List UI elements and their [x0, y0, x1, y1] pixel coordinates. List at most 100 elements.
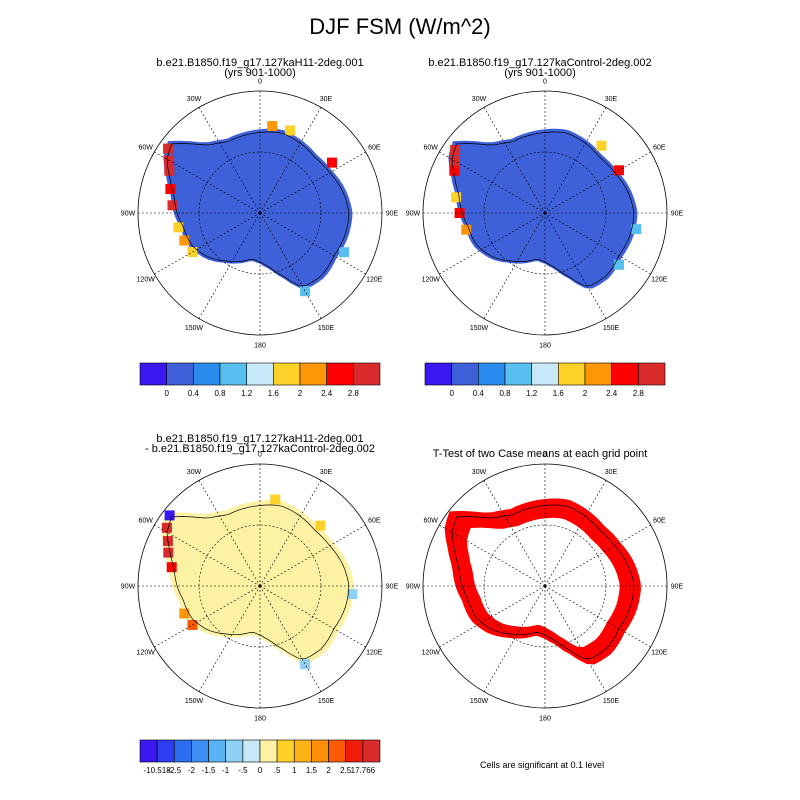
panel-1-title-line2: (yrs 901-1000): [224, 67, 296, 79]
longitude-label: 120W: [422, 277, 441, 284]
meridian-line: [259, 107, 322, 214]
colorbar-tick-label: -10.518: [144, 766, 172, 775]
grid-cell: [173, 222, 184, 233]
main-title: DJF FSM (W/m^2): [309, 14, 491, 39]
longitude-label: 180: [254, 716, 266, 723]
longitude-label: 60E: [368, 518, 381, 525]
colorbar-swatch: [219, 362, 248, 386]
colorbar-swatch: [276, 739, 295, 763]
colorbar-tick-label: -1: [222, 766, 230, 775]
colorbar-swatch: [299, 362, 328, 386]
colorbar-swatch: [225, 739, 244, 763]
colorbar-swatch: [558, 362, 586, 386]
grid-cell: [461, 224, 472, 235]
grid-cell: [179, 608, 190, 619]
grid-cell: [614, 259, 624, 270]
longitude-label: 0: [258, 79, 262, 86]
longitude-label: 30W: [472, 96, 487, 103]
longitude-label: 150E: [603, 325, 620, 332]
meridian-line: [198, 480, 261, 587]
longitude-label: 60E: [653, 145, 666, 152]
longitude-label: 180: [254, 343, 266, 350]
colorbar-swatch: [242, 739, 261, 763]
colorbar-swatch: [531, 362, 559, 386]
longitude-label: 120W: [422, 650, 441, 657]
longitude-label: 90E: [671, 584, 684, 591]
meridian-line: [544, 480, 607, 587]
colorbar-swatch: [156, 739, 175, 763]
longitude-label: 0: [543, 79, 547, 86]
longitude-label: 90W: [406, 211, 421, 218]
meridian-line: [259, 212, 366, 275]
longitude-label: 90W: [121, 584, 136, 591]
colorbar-swatch: [139, 362, 168, 386]
meridian-line: [483, 212, 546, 319]
colorbar-panel-2: 0 0.4 0.8 1.2 1.6 2 2.4 2.8: [424, 362, 666, 398]
colorbar-tick-label: 2.8: [348, 389, 360, 398]
polar-map-panel-1: 0 30E 60E 90E 120E 150E 180 150W 120W 90W 60W 30W: [121, 79, 399, 350]
meridian-line: [259, 524, 366, 587]
grid-cell: [596, 140, 607, 151]
colorbar-tick-label: -.5: [238, 766, 248, 775]
colorbar-tick-label: 0: [164, 389, 169, 398]
grid-cell: [267, 121, 278, 131]
panel-1-title-line1: b.e21.B1850.f19_g17.127kaH11-2deg.001: [156, 57, 364, 69]
longitude-label: 30E: [605, 96, 618, 103]
colorbar-swatch: [139, 739, 158, 763]
colorbar-tick-label: 0: [449, 389, 454, 398]
meridian-line: [198, 585, 261, 692]
ice-sheet-shading: [448, 128, 638, 289]
colorbar-tick-label: 2: [583, 389, 588, 398]
grid-cell: [450, 145, 461, 155]
longitude-label: 30W: [472, 469, 487, 476]
colorbar-tick-label: 2: [298, 389, 303, 398]
polar-map-panel-2: 0 30E 60E 90E 120E 150E 180 150W 120W 90W 60W 30W: [406, 79, 684, 350]
longitude-label: 30W: [187, 469, 202, 476]
colorbar-tick-label: 1.2: [241, 389, 253, 398]
colorbar-swatch: [424, 362, 453, 386]
grid-cell: [166, 562, 177, 573]
meridian-line: [439, 151, 546, 214]
longitude-label: 120E: [651, 277, 668, 284]
longitude-label: 90W: [406, 584, 421, 591]
colorbar-tick-label: 2.4: [321, 389, 333, 398]
longitude-label: 120E: [651, 650, 668, 657]
meridian-line: [259, 212, 322, 319]
longitude-label: 30E: [605, 469, 618, 476]
colorbar-swatch: [246, 362, 274, 386]
colorbar-swatch: [477, 362, 506, 386]
longitude-label: 90E: [671, 211, 684, 218]
longitude-label: 0: [543, 452, 547, 459]
colorbar-swatch: [326, 362, 354, 386]
panel-4-title: T-Test of two Case means at each grid po…: [432, 448, 648, 460]
meridian-line: [154, 151, 261, 214]
grid-cell: [347, 589, 358, 600]
longitude-label: 150E: [603, 698, 620, 705]
longitude-label: 60W: [423, 145, 438, 152]
colorbar-tick-label: -2: [188, 766, 196, 775]
grid-cell: [339, 247, 349, 258]
grid-cell: [167, 200, 178, 211]
grid-cell: [300, 286, 311, 297]
meridian-line: [483, 107, 546, 214]
grid-cell: [164, 165, 175, 176]
panel-3-title-line1: b.e21.B1850.f19_g17.127kaH11-2deg.001: [156, 433, 364, 445]
grid-cell: [163, 547, 174, 558]
meridian-line: [439, 585, 546, 648]
longitude-label: 60W: [138, 518, 153, 525]
meridian-line: [544, 212, 651, 275]
colorbar-swatch: [311, 739, 329, 763]
grid-cell: [179, 235, 190, 246]
longitude-label: 120W: [137, 277, 156, 284]
meridian-line: [198, 107, 261, 214]
colorbar-tick-label: 2.5: [340, 766, 352, 775]
polar-map-panel-4: 0 30E 60E 90E 120E 150E 180 150W 120W 90W 60W 30W: [406, 452, 684, 723]
grid-cell: [163, 143, 174, 154]
colorbar-tick-label: 2.8: [633, 389, 645, 398]
meridian-line: [439, 524, 546, 587]
grid-cell: [451, 192, 462, 203]
longitude-label: 30E: [320, 96, 333, 103]
longitude-label: 60E: [653, 518, 666, 525]
colorbar-tick-label: 0.4: [473, 389, 485, 398]
longitude-label: 180: [539, 343, 551, 350]
